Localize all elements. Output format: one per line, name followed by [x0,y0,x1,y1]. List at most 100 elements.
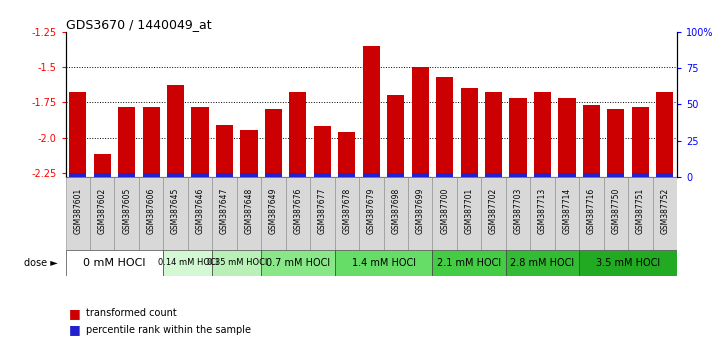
Bar [114,177,139,250]
Bar [191,173,209,177]
Text: 0.7 mM HOCl: 0.7 mM HOCl [266,258,330,268]
Bar [188,177,213,250]
Bar [167,173,184,177]
Bar [583,173,600,177]
Bar [510,98,526,177]
Bar [118,107,135,177]
Text: 3.5 mM HOCl: 3.5 mM HOCl [596,258,660,268]
Bar [216,125,233,177]
Bar [510,173,526,177]
Text: GSM387752: GSM387752 [660,188,669,234]
Text: GSM387677: GSM387677 [318,188,327,234]
Text: GSM387649: GSM387649 [269,188,278,234]
Bar [579,177,604,250]
Bar [66,177,90,250]
Text: GSM387605: GSM387605 [122,188,131,234]
Bar [363,173,380,177]
Text: percentile rank within the sample: percentile rank within the sample [86,325,251,335]
Text: dose ►: dose ► [25,258,58,268]
Text: GSM387698: GSM387698 [391,188,400,234]
Text: GSM387703: GSM387703 [513,188,523,234]
Bar [457,177,481,250]
Text: GSM387713: GSM387713 [538,188,547,234]
Bar [604,177,628,250]
Bar [261,177,285,250]
Bar [339,173,355,177]
Bar [167,85,184,177]
Bar [558,98,576,177]
Bar [656,173,673,177]
Text: GSM387602: GSM387602 [98,188,107,234]
Bar [432,177,457,250]
Bar [632,173,649,177]
Bar [118,173,135,177]
Bar [339,132,355,177]
Text: GSM387750: GSM387750 [612,188,620,234]
Bar [607,109,625,177]
Bar [558,173,576,177]
Text: GSM387678: GSM387678 [342,188,352,234]
Text: GSM387716: GSM387716 [587,188,596,234]
Bar [240,173,258,177]
Bar [607,173,625,177]
Bar [69,173,87,177]
Bar [66,250,163,276]
Text: ■: ■ [69,324,81,336]
Text: ■: ■ [69,307,81,320]
Text: 2.8 mM HOCl: 2.8 mM HOCl [510,258,574,268]
Text: GSM387645: GSM387645 [171,188,180,234]
Bar [363,46,380,177]
Text: 0.14 mM HOCl: 0.14 mM HOCl [158,258,218,267]
Text: GSM387702: GSM387702 [489,188,498,234]
Text: 1.4 mM HOCl: 1.4 mM HOCl [352,258,416,268]
Bar [408,177,432,250]
Bar [289,92,306,177]
Bar [139,177,163,250]
Bar [69,92,87,177]
Bar [411,173,429,177]
Bar [261,250,335,276]
Bar [436,77,454,177]
Bar [265,109,282,177]
Bar [555,177,579,250]
Text: 2.1 mM HOCl: 2.1 mM HOCl [437,258,501,268]
Text: GSM387601: GSM387601 [74,188,82,234]
Text: GSM387606: GSM387606 [146,188,156,234]
Bar [387,173,404,177]
Bar [411,67,429,177]
Bar [579,250,677,276]
Text: GSM387648: GSM387648 [245,188,253,234]
Bar [213,250,261,276]
Bar [240,131,258,177]
Bar [534,92,551,177]
Bar [265,173,282,177]
Bar [143,173,159,177]
Bar [335,177,359,250]
Bar [285,177,310,250]
Text: 0 mM HOCl: 0 mM HOCl [83,258,146,268]
Bar [436,173,454,177]
Bar [310,177,335,250]
Bar [216,173,233,177]
Text: GSM387679: GSM387679 [367,188,376,234]
Bar [485,173,502,177]
Bar [485,92,502,177]
Bar [628,177,652,250]
Text: GSM387700: GSM387700 [440,188,449,234]
Text: GSM387676: GSM387676 [293,188,302,234]
Text: GSM387699: GSM387699 [416,188,424,234]
Text: 0.35 mM HOCl: 0.35 mM HOCl [207,258,267,267]
Bar [94,173,111,177]
Bar [656,92,673,177]
Text: GSM387646: GSM387646 [196,188,205,234]
Bar [237,177,261,250]
Text: transformed count: transformed count [86,308,177,318]
Bar [335,250,432,276]
Bar [506,250,579,276]
Bar [143,107,159,177]
Text: GSM387751: GSM387751 [636,188,645,234]
Bar [530,177,555,250]
Text: GSM387714: GSM387714 [563,188,571,234]
Bar [90,177,114,250]
Bar [191,107,209,177]
